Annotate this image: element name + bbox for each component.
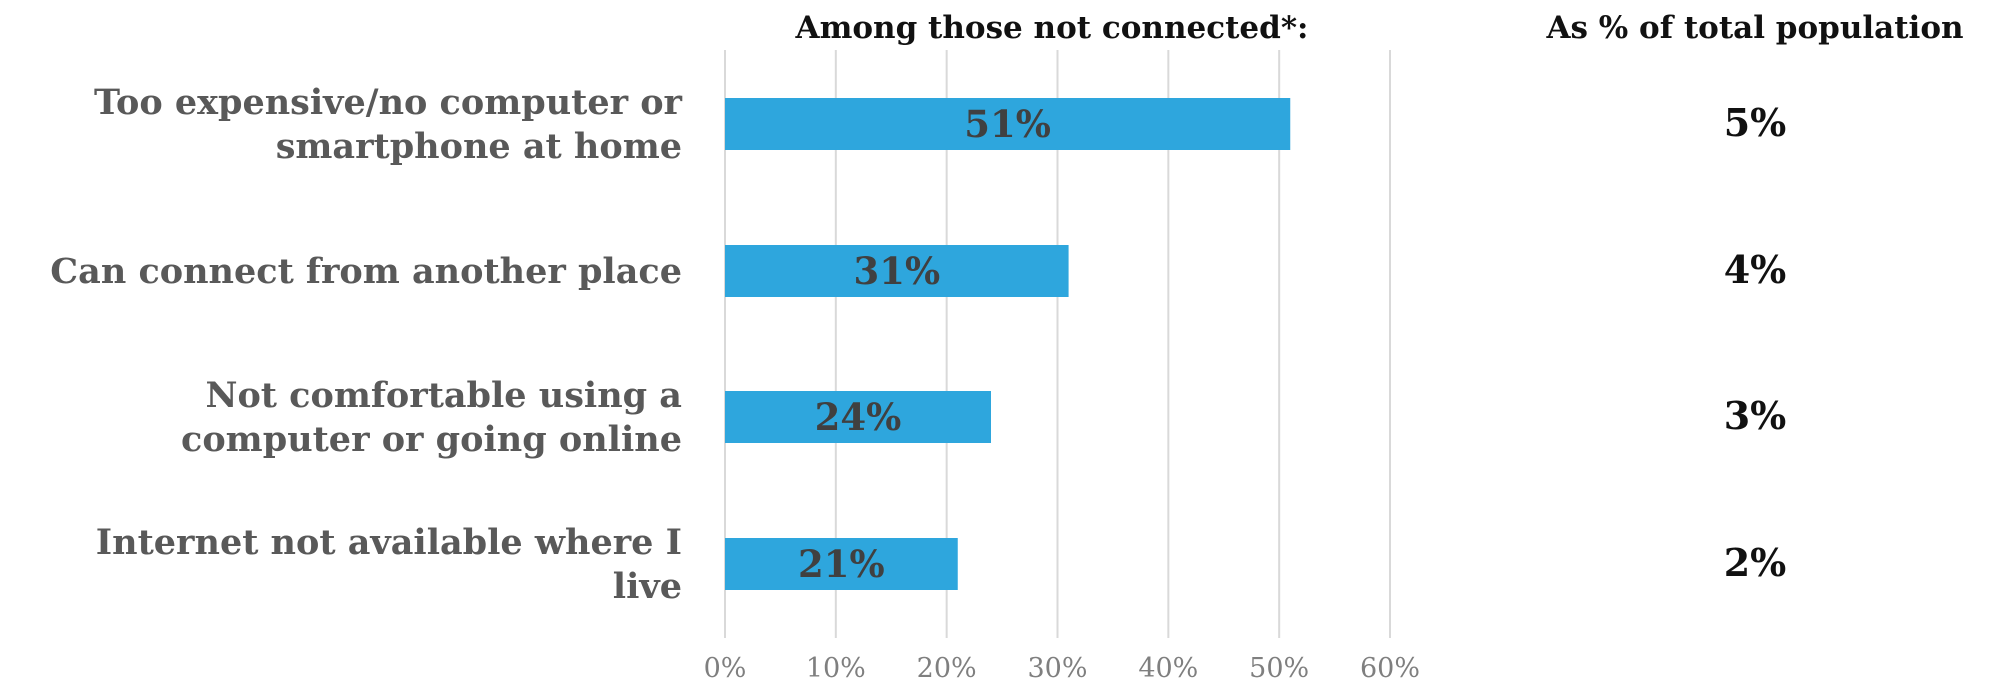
category-label: Too expensive/no computer or smartphone a… [94,82,683,167]
population-value: 2% [1724,540,1787,585]
bar-value-label: 51% [964,102,1051,146]
population-value: 5% [1724,100,1787,145]
bar-value-label: 31% [853,249,940,293]
chart-header-left: Among those not connected*: [795,10,1309,46]
bar [725,98,1291,150]
population-value: 4% [1724,247,1787,292]
category-label: Can connect from another place [50,251,682,292]
bar [725,391,991,443]
x-tick-label: 60% [1360,653,1420,684]
x-tick-label: 30% [1027,653,1087,684]
chart-header-right: As % of total population [1545,10,1963,46]
population-value: 3% [1724,393,1787,438]
x-tick-label: 20% [917,653,977,684]
x-tick-label: 40% [1138,653,1198,684]
x-tick-label: 50% [1249,653,1309,684]
bar [725,538,958,590]
bar-value-label: 24% [815,395,902,439]
bar-value-label: 21% [798,542,885,586]
x-tick-label: 10% [806,653,866,684]
category-label: Not comfortable using a computer or going… [181,375,682,460]
x-tick-label: 0% [704,653,747,684]
bar [725,245,1069,297]
